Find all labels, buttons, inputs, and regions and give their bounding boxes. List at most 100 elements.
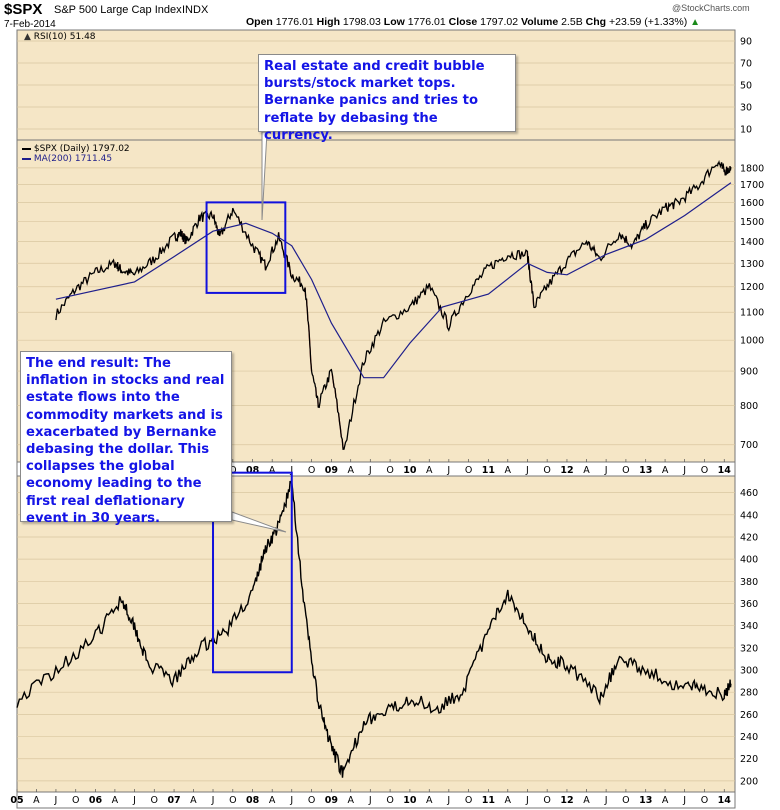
chg-value: +23.59 (+1.33%) <box>608 16 688 28</box>
rsi-legend: ▲ RSI(10) 51.48 <box>24 32 96 42</box>
left-annotation: The end result: The inflation in stocks … <box>20 351 232 526</box>
commodity-x-tick-label: A <box>112 795 119 806</box>
commodity-x-tick-label: A <box>190 795 197 806</box>
price-legend-text: $SPX (Daily) 1797.02 <box>33 144 130 154</box>
price-x-tick-label: 09 <box>325 465 338 476</box>
price-x-tick-label: O <box>308 465 315 476</box>
open-label: Open <box>246 16 273 28</box>
commodity-x-tick-label: O <box>465 795 472 806</box>
price-x-tick-label: 10 <box>403 465 417 476</box>
price-x-tick-label: J <box>604 465 608 476</box>
commodity-y-tick-label: 380 <box>740 577 758 588</box>
price-y-tick-label: 700 <box>740 440 758 451</box>
price-y-tick-label: 1000 <box>740 336 764 347</box>
commodity-y-tick-label: 420 <box>740 532 758 543</box>
commodity-x-tick-label: 05 <box>10 795 23 806</box>
commodity-x-tick-label: 10 <box>403 795 417 806</box>
commodity-x-tick-label: J <box>211 795 215 806</box>
price-y-tick-label: 1300 <box>740 259 764 270</box>
volume-value: 2.5B <box>561 16 583 28</box>
commodity-x-tick-label: O <box>151 795 158 806</box>
rsi-legend-text: RSI(10) 51.48 <box>33 32 96 42</box>
price-x-tick-label: 12 <box>560 465 573 476</box>
price-x-tick-label: A <box>269 465 276 476</box>
price-line <box>55 159 732 451</box>
commodity-x-tick-label: O <box>72 795 79 806</box>
rsi-y-tick-label: 50 <box>740 81 752 92</box>
chg-label: Chg <box>585 16 607 28</box>
commodity-x-tick-label: O <box>229 795 236 806</box>
low-label: Low <box>383 16 405 28</box>
commodity-y-tick-label: 460 <box>740 488 758 499</box>
commodity-x-tick-label: J <box>289 795 293 806</box>
commodity-x-tick-label: A <box>505 795 512 806</box>
price-y-tick-label: 900 <box>740 367 758 378</box>
high-label: High <box>316 16 340 28</box>
index-name: S&P 500 Large Cap Index <box>54 4 182 16</box>
exchange-label: INDX <box>182 4 209 16</box>
price-x-tick-label: O <box>229 465 236 476</box>
commodity-x-tick-label: 07 <box>167 795 180 806</box>
commodity-x-tick-label: 09 <box>325 795 338 806</box>
commodity-y-tick-label: 200 <box>740 776 758 787</box>
commodity-y-tick-label: 220 <box>740 754 758 765</box>
commodity-x-tick-label: A <box>33 795 40 806</box>
ma200-line <box>55 182 732 379</box>
commodity-x-tick-label: 08 <box>246 795 260 806</box>
commodity-x-tick-label: J <box>525 795 529 806</box>
close-value: 1797.02 <box>480 16 519 28</box>
price-x-tick-label: O <box>465 465 472 476</box>
commodity-xaxis-strip <box>16 791 736 809</box>
price-x-tick-label: J <box>289 465 293 476</box>
price-legend: $SPX (Daily) 1797.02 MA(200) 1711.45 <box>22 144 130 164</box>
commodity-x-tick-label: A <box>583 795 590 806</box>
commodity-x-tick-label: O <box>543 795 550 806</box>
price-y-tick-label: 1600 <box>740 198 764 209</box>
price-x-tick-label: J <box>368 465 372 476</box>
price-y-tick-label: 1100 <box>740 308 764 319</box>
price-x-tick-label: 14 <box>718 465 732 476</box>
ticker-symbol: $SPX <box>4 1 43 18</box>
commodity-x-tick-label: O <box>701 795 708 806</box>
commodity-y-tick-label: 360 <box>740 599 758 610</box>
commodity-x-tick-label: J <box>54 795 58 806</box>
commodity-x-tick-label: 13 <box>639 795 652 806</box>
commodity-x-tick-label: J <box>368 795 372 806</box>
price-y-tick-label: 1800 <box>740 163 764 174</box>
volume-label: Volume <box>521 16 559 28</box>
price-x-tick-label: A <box>347 465 354 476</box>
price-y-tick-label: 800 <box>740 401 758 412</box>
commodity-x-tick-label: 06 <box>89 795 103 806</box>
commodity-highlight-box <box>212 471 293 674</box>
commodity-x-tick-label: A <box>662 795 669 806</box>
commodity-x-tick-label: O <box>622 795 629 806</box>
ma-legend-swatch <box>22 157 31 160</box>
commodity-x-tick-label: J <box>682 795 686 806</box>
price-y-tick-label: 1700 <box>740 180 764 191</box>
commodity-x-tick-label: J <box>446 795 450 806</box>
price-y-tick-label: 1400 <box>740 237 764 248</box>
price-x-tick-label: O <box>543 465 550 476</box>
top-callout-pointer <box>261 131 268 221</box>
commodity-x-tick-label: A <box>426 795 433 806</box>
commodity-x-tick-label: O <box>308 795 315 806</box>
price-legend-swatch <box>22 147 31 150</box>
commodity-x-tick-label: A <box>269 795 276 806</box>
commodity-x-tick-label: O <box>386 795 393 806</box>
commodity-x-tick-label: 12 <box>560 795 573 806</box>
commodity-y-tick-label: 340 <box>740 621 758 632</box>
ma-legend-text: MA(200) 1711.45 <box>33 154 113 164</box>
commodity-x-tick-label: 11 <box>482 795 495 806</box>
low-value: 1776.01 <box>407 16 446 28</box>
commodity-y-tick-label: 300 <box>740 666 758 677</box>
close-label: Close <box>448 16 478 28</box>
price-y-tick-label: 1500 <box>740 217 764 228</box>
commodity-y-tick-label: 320 <box>740 643 758 654</box>
rsi-legend-icon: ▲ <box>24 32 31 42</box>
price-x-tick-label: 13 <box>639 465 652 476</box>
price-x-tick-label: J <box>446 465 450 476</box>
price-x-tick-label: O <box>622 465 629 476</box>
price-y-tick-label: 1200 <box>740 282 764 293</box>
commodity-line <box>16 480 732 778</box>
price-x-tick-label: A <box>583 465 590 476</box>
